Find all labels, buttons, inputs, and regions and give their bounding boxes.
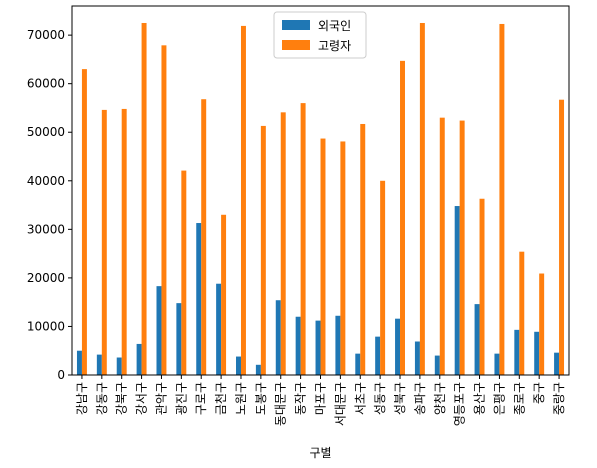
x-tick-label-jongno: 종로구 (512, 382, 526, 415)
legend-label-foreigner: 외국인 (318, 19, 351, 33)
bar-elderly-guro (201, 99, 207, 375)
bar-foreigner-yeongdeungpo (454, 206, 460, 375)
bar-elderly-dobong (260, 125, 266, 375)
y-tick-label: 30000 (27, 222, 65, 236)
bar-foreigner-seongdong (375, 336, 381, 375)
bar-elderly-yeongdeungpo (459, 120, 465, 375)
x-tick-label-mapo: 마포구 (314, 382, 328, 415)
x-tick-label-seongbuk: 성북구 (393, 382, 407, 415)
x-tick-label-eunpyeong: 은평구 (492, 382, 506, 415)
bar-elderly-jungnang (559, 99, 565, 376)
series-foreigner (76, 206, 560, 375)
bar-elderly-geumcheon (221, 214, 227, 375)
bar-elderly-gangbuk (121, 108, 127, 376)
bar-foreigner-gwanak (156, 286, 162, 375)
bar-foreigner-junggu (534, 331, 540, 375)
bar-foreigner-eunpyeong (494, 353, 500, 375)
legend-swatch-foreigner (282, 20, 310, 30)
x-tick-label-gangbuk: 강북구 (115, 382, 129, 415)
x-tick-label-junggu: 중구 (532, 382, 546, 404)
x-tick-label-dobong: 도봉구 (254, 382, 268, 415)
bar-foreigner-nowon (236, 356, 241, 375)
x-tick-label-dongdaemun: 동대문구 (274, 382, 288, 426)
bar-foreigner-mapo (315, 320, 321, 375)
bar-foreigner-dobong (255, 364, 261, 375)
bar-elderly-gangnam (81, 69, 87, 376)
bar-foreigner-yongsan (474, 304, 480, 375)
y-tick-label: 10000 (27, 319, 65, 333)
bar-foreigner-gangbuk (116, 357, 122, 375)
bar-elderly-dongjak (300, 103, 306, 376)
bar-elderly-mapo (320, 138, 326, 375)
bar-foreigner-gangdong (96, 354, 102, 375)
bar-elderly-yongsan (479, 198, 485, 375)
y-tick-label: 60000 (27, 77, 65, 91)
bar-elderly-junggu (539, 273, 545, 375)
x-tick-label-seongdong: 성동구 (373, 382, 387, 415)
bar-elderly-yangcheon (439, 117, 445, 376)
bar-elderly-nowon (240, 25, 246, 375)
x-tick-label-yeongdeungpo: 영등포구 (453, 382, 467, 426)
y-tick-label: 70000 (27, 28, 65, 42)
y-tick-label: 0 (57, 368, 65, 382)
x-tick-label-yongsan: 용산구 (473, 382, 487, 415)
x-tick-label-jungnang: 중랑구 (552, 382, 566, 415)
legend-swatch-elderly (282, 40, 310, 50)
bar-foreigner-yangcheon (434, 355, 440, 375)
bar-foreigner-dongjak (295, 316, 301, 375)
bar-foreigner-gwangjin (176, 303, 182, 375)
bar-foreigner-jongno (514, 329, 520, 375)
y-tick-label: 40000 (27, 174, 65, 188)
x-tick-label-nowon: 노원구 (234, 382, 248, 415)
bar-elderly-seodaemun (340, 141, 346, 375)
x-tick-label-guro: 구로구 (194, 382, 208, 415)
bar-elderly-seocho (360, 123, 366, 375)
bar-foreigner-gangseo (136, 343, 142, 375)
bar-elderly-seongbuk (400, 60, 405, 376)
x-tick-label-gwanak: 관악구 (154, 382, 168, 415)
x-tick-label-seocho: 서초구 (353, 382, 367, 415)
bar-elderly-gangseo (141, 22, 147, 376)
legend-label-elderly: 고령자 (318, 39, 351, 53)
x-tick-label-seodaemun: 서대문구 (333, 382, 347, 426)
bar-foreigner-guro (196, 223, 202, 375)
x-axis-title: 구별 (309, 446, 331, 460)
bar-elderly-gwangjin (181, 170, 187, 375)
x-tick-label-geumcheon: 금천구 (213, 382, 228, 415)
bar-foreigner-seodaemun (335, 315, 341, 375)
x-tick-label-dongjak: 동작구 (294, 382, 308, 415)
x-axis: 강남구 강동구 강북구 강서구 관악구 광진구 구로구 금천구 노원구 도봉구 동대문구 동작구 마포구… (75, 375, 566, 426)
bar-foreigner-songpa (414, 341, 420, 375)
y-axis: 0 10000 20000 30000 40000 50000 60000 70000 (27, 28, 72, 382)
plot-frame (71, 5, 570, 376)
bar-foreigner-gangnam (76, 350, 82, 375)
x-tick-label-gangnam: 강남구 (75, 382, 89, 415)
series-elderly (81, 22, 565, 376)
plot-area (76, 22, 565, 376)
x-tick-label-gwangjin: 광진구 (174, 382, 188, 415)
bar-elderly-dongdaemun (280, 112, 286, 375)
bar-foreigner-seocho (355, 353, 361, 375)
y-tick-label: 50000 (27, 125, 65, 139)
bar-foreigner-jungnang (554, 352, 560, 375)
y-tick-label: 20000 (27, 271, 65, 285)
bar-elderly-songpa (419, 22, 425, 376)
x-tick-label-gangseo: 강서구 (135, 382, 149, 415)
bar-foreigner-geumcheon (216, 283, 222, 375)
bar-foreigner-dongdaemun (275, 300, 281, 375)
bar-elderly-gangdong (101, 109, 107, 376)
bar-foreigner-seongbuk (395, 318, 401, 375)
x-tick-label-songpa: 송파구 (413, 382, 427, 415)
x-tick-label-yangcheon: 양천구 (432, 382, 447, 415)
bar-elderly-eunpyeong (499, 23, 505, 376)
x-tick-label-gangdong: 강동구 (95, 382, 109, 415)
bar-elderly-jongno (519, 251, 525, 375)
bar-elderly-gwanak (161, 45, 167, 375)
bar-elderly-seongdong (380, 180, 386, 375)
